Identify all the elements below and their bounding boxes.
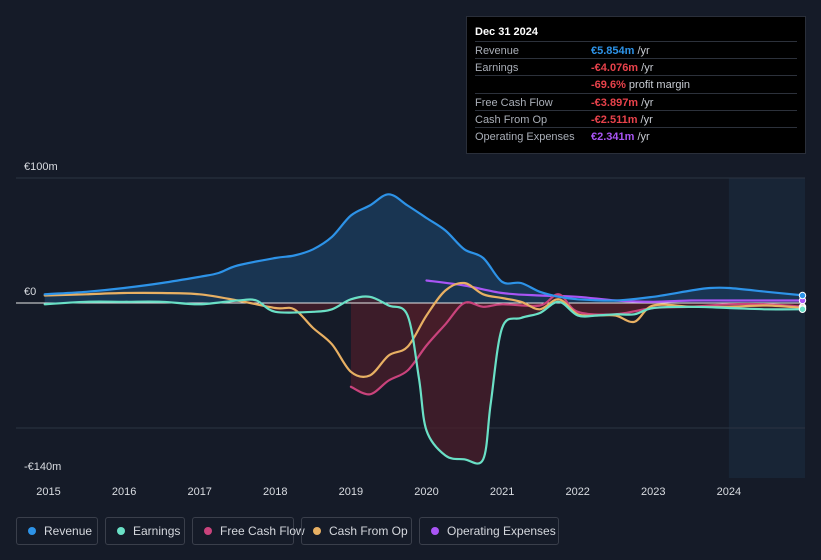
legend-item-operating-expenses[interactable]: Operating Expenses [419,517,559,545]
series-line-earnings [43,295,806,465]
series-endpoint [798,305,807,313]
legend-label: Earnings [133,524,181,538]
legend-dot-icon [204,527,212,535]
legend-label: Operating Expenses [447,524,556,538]
legend-dot-icon [28,527,36,535]
tooltip-row-label: Cash From Op [475,113,548,126]
tooltip-row-label: Revenue [475,45,520,57]
legend-item-earnings[interactable]: Earnings [105,517,185,545]
tooltip: Dec 31 2024 Revenue €5.854m /yr Earnings -€… [466,16,806,154]
legend-item-free-cash-flow[interactable]: Free Cash Flow [192,517,305,545]
legend-dot-icon [431,527,439,535]
x-tick-label: 2020 [414,486,438,498]
x-tick-label: 2022 [565,486,589,498]
tooltip-row: Revenue €5.854m /yr [475,41,797,59]
tooltip-row: Operating Expenses €2.341m /yr [475,127,797,145]
tooltip-row: Free Cash Flow -€3.897m /yr [475,92,797,111]
x-tick-label: 2023 [641,486,665,498]
area-revenue [44,194,805,303]
y-tick-label: -€140m [24,461,61,473]
x-tick-label: 2021 [490,486,514,498]
tooltip-row-value: -69.6% profit margin [591,79,691,92]
tooltip-row: -69.6% profit margin [475,75,797,93]
legend-dot-icon [313,527,321,535]
tooltip-row-value: -€4.076m /yr [591,62,654,75]
tooltip-row: Cash From Op -€2.511m /yr [475,109,797,128]
tooltip-row-label: Free Cash Flow [475,96,553,109]
y-tick-label: €100m [24,161,58,173]
legend-label: Revenue [44,524,93,538]
y-tick-label: €0 [24,286,36,298]
x-tick-label: 2017 [187,486,211,498]
series-line-revenue [43,193,806,302]
x-tick-label: 2015 [36,486,60,498]
x-tick-label: 2016 [112,486,136,498]
tooltip-row-label: Operating Expenses [475,131,575,143]
forecast-shade [728,178,805,478]
x-tick-label: 2018 [263,486,287,498]
legend-label: Cash From Op [329,524,408,538]
tooltip-row-value: €2.341m /yr [591,131,650,143]
legend-label: Free Cash Flow [220,524,305,538]
x-tick-label: 2019 [339,486,363,498]
area-earnings [44,296,805,464]
legend-item-revenue[interactable]: Revenue [16,517,98,545]
tooltip-row-value: -€2.511m /yr [591,113,653,126]
tooltip-row-label: Earnings [475,62,519,75]
legend-item-cash-from-op[interactable]: Cash From Op [301,517,412,545]
legend-dot-icon [117,527,125,535]
series-endpoint [798,291,807,300]
tooltip-row-value: -€3.897m /yr [591,96,654,109]
tooltip-row: Earnings -€4.076m /yr [475,58,797,76]
tooltip-row-value: €5.854m /yr [591,45,650,57]
tooltip-date: Dec 31 2024 [475,26,538,38]
x-tick-label: 2024 [717,486,741,498]
area-free-cash-flow [350,294,805,395]
